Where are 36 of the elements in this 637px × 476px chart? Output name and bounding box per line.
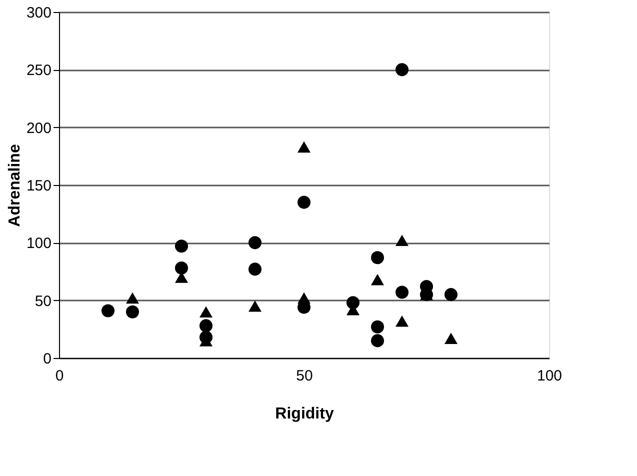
point: [199, 306, 213, 318]
point: [199, 319, 213, 332]
point: [444, 332, 458, 344]
y-tick-label: 100: [26, 235, 52, 252]
x-axis-title: Rigidity: [275, 406, 334, 422]
point: [370, 334, 384, 348]
x-tick-label: 0: [55, 368, 64, 384]
point: [370, 251, 384, 264]
y-tick-label: 0: [43, 350, 52, 368]
point: [248, 300, 262, 312]
y-axis-title: Adrenaline: [6, 144, 24, 227]
point: [126, 305, 140, 318]
point: [174, 262, 188, 275]
y-tick-label: 200: [26, 120, 52, 137]
point: [395, 315, 409, 327]
y-tick-label: 250: [26, 62, 52, 80]
x-tick-label: 100: [536, 368, 562, 384]
y-tick-label: 50: [34, 292, 52, 310]
point: [248, 262, 262, 276]
point: [297, 196, 311, 209]
point: [395, 286, 409, 299]
point: [126, 292, 140, 304]
point: [248, 236, 262, 250]
point: [297, 141, 311, 153]
point: [174, 240, 188, 253]
point: [346, 296, 360, 310]
point: [444, 288, 458, 302]
point: [370, 274, 384, 286]
x-tick-label: 50: [296, 368, 313, 384]
y-tick-label: 150: [26, 178, 52, 194]
point: [370, 320, 384, 334]
point: [395, 63, 409, 76]
point: [395, 234, 409, 246]
point: [101, 304, 115, 318]
y-tick-label: 300: [26, 4, 52, 22]
point: [199, 330, 213, 344]
